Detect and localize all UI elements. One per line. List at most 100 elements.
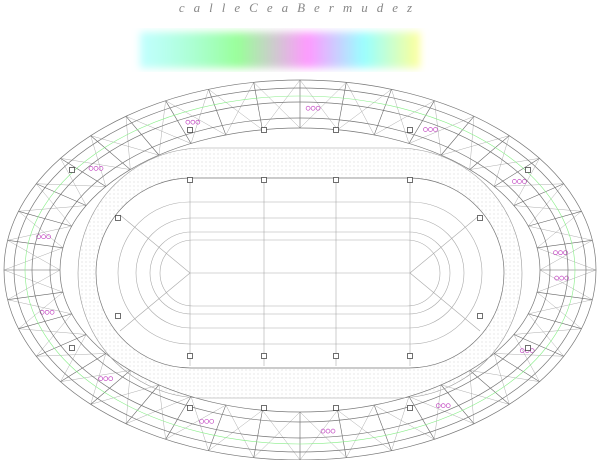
columns [69,127,531,411]
seat-marker [564,275,569,281]
brace [528,299,593,315]
brace [165,100,226,136]
brace [90,384,159,405]
seat-marker [36,234,41,239]
seat-marker [46,234,51,239]
seat-marker [310,105,316,111]
brace [493,353,510,405]
rib [125,384,160,424]
seat-marker [98,166,104,171]
column [187,405,193,411]
brace [493,135,510,187]
brace [434,100,442,156]
seat-marker [204,419,209,424]
brace [7,299,72,315]
seat-marker [519,348,525,353]
column [261,127,267,133]
brace [36,183,72,227]
seat-marker [103,376,109,381]
seat-marker [108,376,114,381]
column [525,345,531,351]
brace [346,82,375,136]
field-lines [117,180,483,366]
brace [158,384,166,440]
seat-marker [305,105,311,111]
brace [190,396,209,451]
seat-marker [88,166,94,171]
brace [60,158,87,206]
brace [90,135,159,156]
seat-marker [435,403,441,408]
brace [337,410,392,451]
brace [528,313,564,357]
brace [125,396,192,424]
seat-marker [44,309,50,315]
seat-marker [445,403,451,408]
brace [374,100,435,136]
brace [528,183,564,227]
column [187,127,193,133]
seat-marker [512,179,517,184]
brace [391,396,410,451]
brace [225,82,254,136]
brace [441,135,510,156]
title: calleCeaBermudez [179,0,421,15]
seat-marker [195,119,201,125]
column [69,345,75,351]
column [407,353,413,359]
column [115,313,121,319]
seat-marker [554,275,559,281]
rib [36,183,87,206]
seat-marker [559,275,564,281]
brace [208,89,263,130]
seat-marker [428,127,433,132]
color-band [140,32,420,68]
seat-marker [98,376,104,381]
seat-marker [563,250,568,255]
seat-marker [517,179,522,184]
seat-marker [553,250,558,255]
brace [441,384,510,405]
column [187,353,193,359]
seat-marker [325,428,331,434]
brace [225,404,254,458]
brace [408,116,475,144]
column [407,127,413,133]
seat-marker [41,234,46,239]
column [333,405,339,411]
rib [125,116,160,156]
column [261,177,267,183]
rib [440,384,475,424]
column [333,127,339,133]
brace [165,404,226,440]
brace [208,410,263,451]
column [261,353,267,359]
brace [337,89,392,130]
rib [513,334,564,357]
seat-marker [423,127,428,132]
seat-marker [39,309,45,315]
brace [408,396,475,424]
rings [3,79,597,460]
brace [346,404,375,458]
seat-marker [330,428,336,434]
brace [90,135,107,187]
brace [60,334,87,382]
seat-marker [440,403,446,408]
seat-marker [185,119,191,125]
column [69,167,75,173]
seat-marker [93,166,99,171]
brace [60,370,131,382]
brace [190,89,209,144]
seat-marker [558,250,563,255]
brace [36,313,72,357]
column [407,405,413,411]
rib [513,183,564,206]
seat-marker [315,105,321,111]
seat-marker [209,419,214,424]
brace [391,89,410,144]
column [333,177,339,183]
seat-marker [522,179,527,184]
seat-marker [320,428,326,434]
